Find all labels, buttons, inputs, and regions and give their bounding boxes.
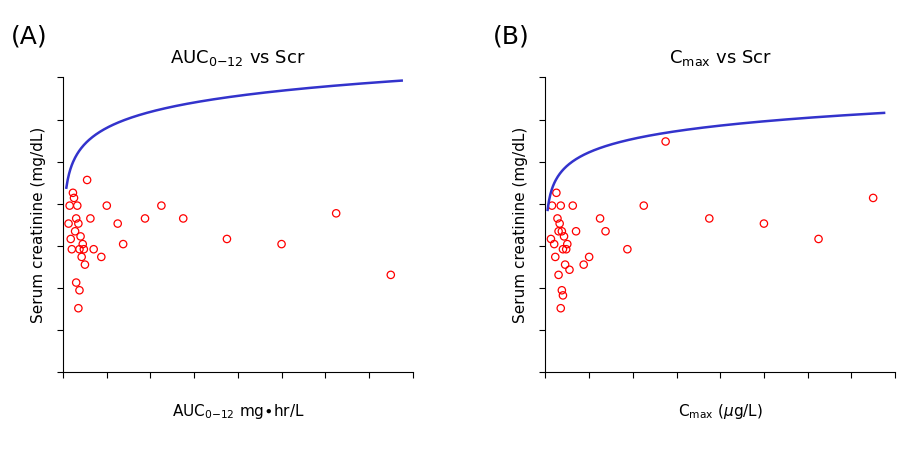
Point — [560, 240, 574, 248]
Point — [329, 210, 343, 217]
Point — [69, 279, 84, 286]
Text: (A): (A) — [11, 24, 47, 48]
Point — [554, 287, 569, 294]
Point — [551, 215, 565, 222]
Point — [549, 189, 563, 196]
Point — [702, 215, 716, 222]
Point — [70, 202, 85, 209]
Point — [548, 253, 562, 261]
Point — [74, 233, 88, 240]
Point — [636, 202, 651, 209]
Point — [866, 194, 881, 202]
Point — [811, 235, 825, 243]
Title: C$_\mathregular{max}$ vs Scr: C$_\mathregular{max}$ vs Scr — [669, 49, 772, 68]
Point — [620, 246, 634, 253]
Point — [543, 235, 558, 243]
Point — [77, 261, 92, 268]
Point — [562, 266, 577, 273]
Point — [592, 215, 607, 222]
Point — [68, 228, 83, 235]
Point — [552, 220, 567, 227]
Y-axis label: Serum creatinine (mg/dL): Serum creatinine (mg/dL) — [31, 127, 46, 323]
Text: C$_\mathregular{max}$ ($\mu$g/L): C$_\mathregular{max}$ ($\mu$g/L) — [678, 402, 763, 421]
Point — [658, 138, 672, 145]
Point — [66, 189, 80, 196]
Point — [71, 220, 86, 227]
Point — [556, 246, 571, 253]
Point — [553, 305, 568, 312]
Point — [69, 215, 84, 222]
Point — [274, 240, 288, 248]
Y-axis label: Serum creatinine (mg/dL): Serum creatinine (mg/dL) — [513, 127, 528, 323]
Point — [154, 202, 168, 209]
Point — [80, 176, 95, 184]
Point — [72, 287, 86, 294]
Text: AUC$_{0\mathregular{-}12}$ mg$\bullet$hr/L: AUC$_{0\mathregular{-}12}$ mg$\bullet$hr… — [172, 402, 304, 421]
Point — [75, 253, 89, 261]
Point — [547, 240, 561, 248]
Point — [556, 292, 571, 299]
Point — [66, 194, 81, 202]
Point — [576, 261, 591, 268]
Point — [64, 235, 78, 243]
Point — [558, 261, 572, 268]
Point — [559, 246, 573, 253]
Point — [65, 246, 79, 253]
Point — [110, 220, 125, 227]
Point — [219, 235, 234, 243]
Point — [176, 215, 190, 222]
Point — [554, 228, 569, 235]
Point — [94, 253, 108, 261]
Point — [116, 240, 130, 248]
Point — [383, 271, 398, 279]
Text: (B): (B) — [493, 24, 530, 48]
Point — [76, 246, 91, 253]
Point — [76, 240, 90, 248]
Point — [565, 202, 580, 209]
Point — [137, 215, 152, 222]
Point — [598, 228, 612, 235]
Point — [99, 202, 114, 209]
Point — [553, 202, 568, 209]
Title: AUC$_{0\mathregular{-}12}$ vs Scr: AUC$_{0\mathregular{-}12}$ vs Scr — [170, 49, 306, 68]
Point — [551, 271, 566, 279]
Point — [83, 215, 97, 222]
Point — [63, 202, 77, 209]
Point — [557, 233, 571, 240]
Point — [72, 246, 86, 253]
Point — [581, 253, 596, 261]
Point — [756, 220, 771, 227]
Point — [545, 202, 560, 209]
Point — [551, 228, 566, 235]
Point — [71, 305, 86, 312]
Point — [86, 246, 101, 253]
Point — [569, 228, 583, 235]
Point — [61, 220, 76, 227]
